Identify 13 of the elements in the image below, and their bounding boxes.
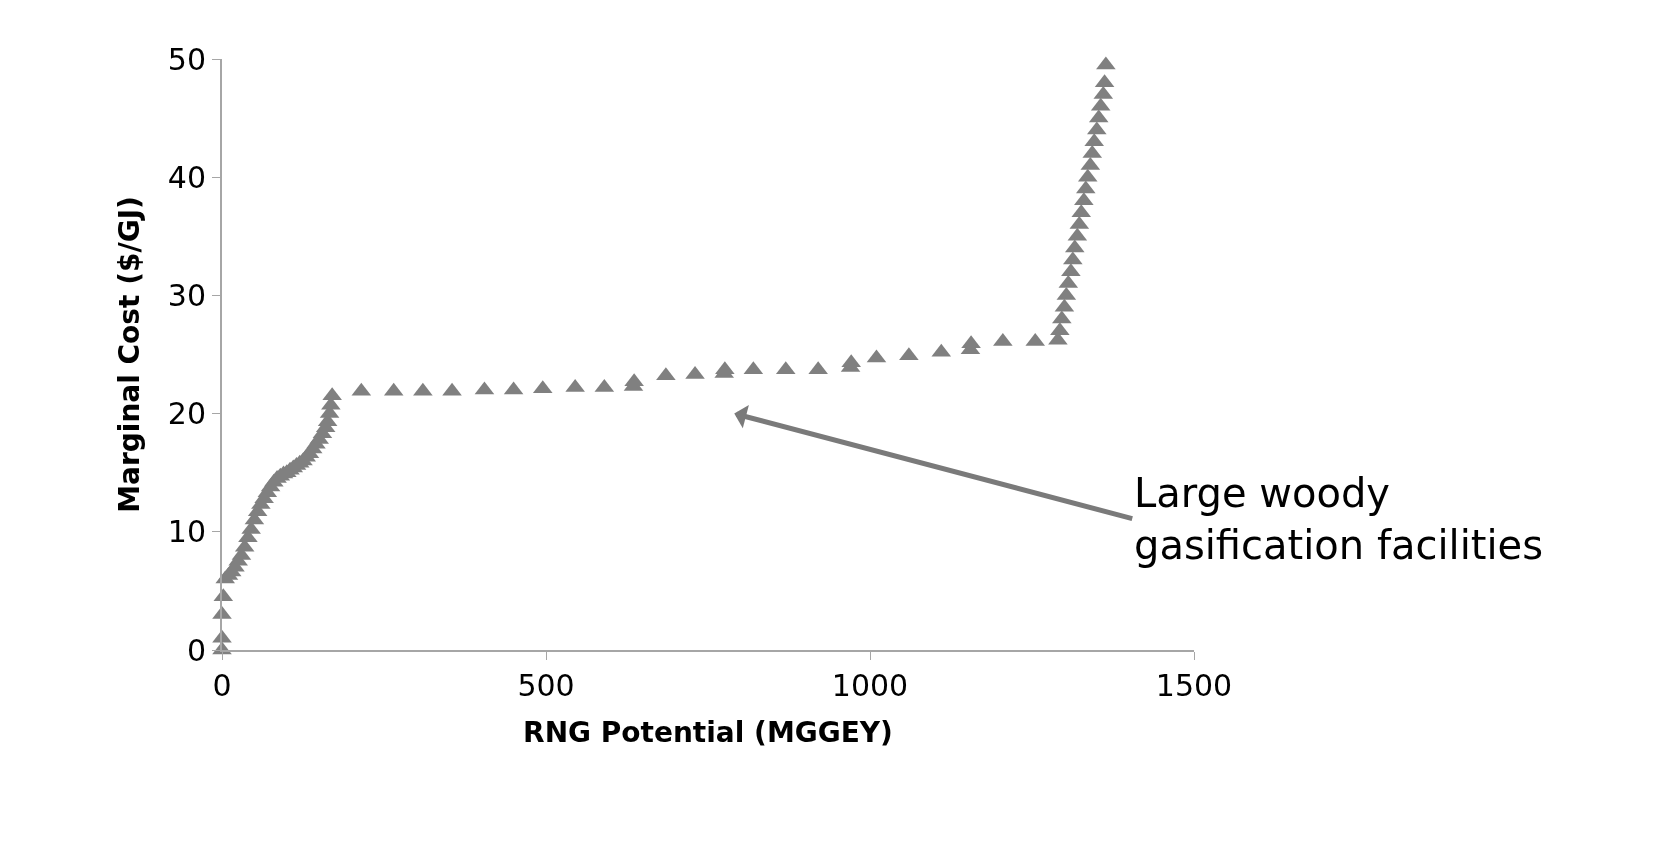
x-tick-label: 1000 xyxy=(831,668,909,703)
y-tick-label: 40 xyxy=(167,159,206,195)
annotation: Large woody gasification facilities xyxy=(1134,470,1544,568)
y-tick-label: 30 xyxy=(167,277,206,313)
y-tick-label: 0 xyxy=(186,632,206,668)
y-tick-label: 10 xyxy=(167,514,206,550)
x-tick-label: 500 xyxy=(517,668,575,703)
x-tick-label: 0 xyxy=(212,668,232,703)
y-tick-label: 50 xyxy=(167,41,206,77)
y-tick-label: 20 xyxy=(167,396,206,432)
y-axis-title: Marginal Cost ($/GJ) xyxy=(113,196,147,513)
x-tick-label: 1500 xyxy=(1155,668,1233,703)
x-axis-title: RNG Potential (MGGEY) xyxy=(523,715,893,749)
